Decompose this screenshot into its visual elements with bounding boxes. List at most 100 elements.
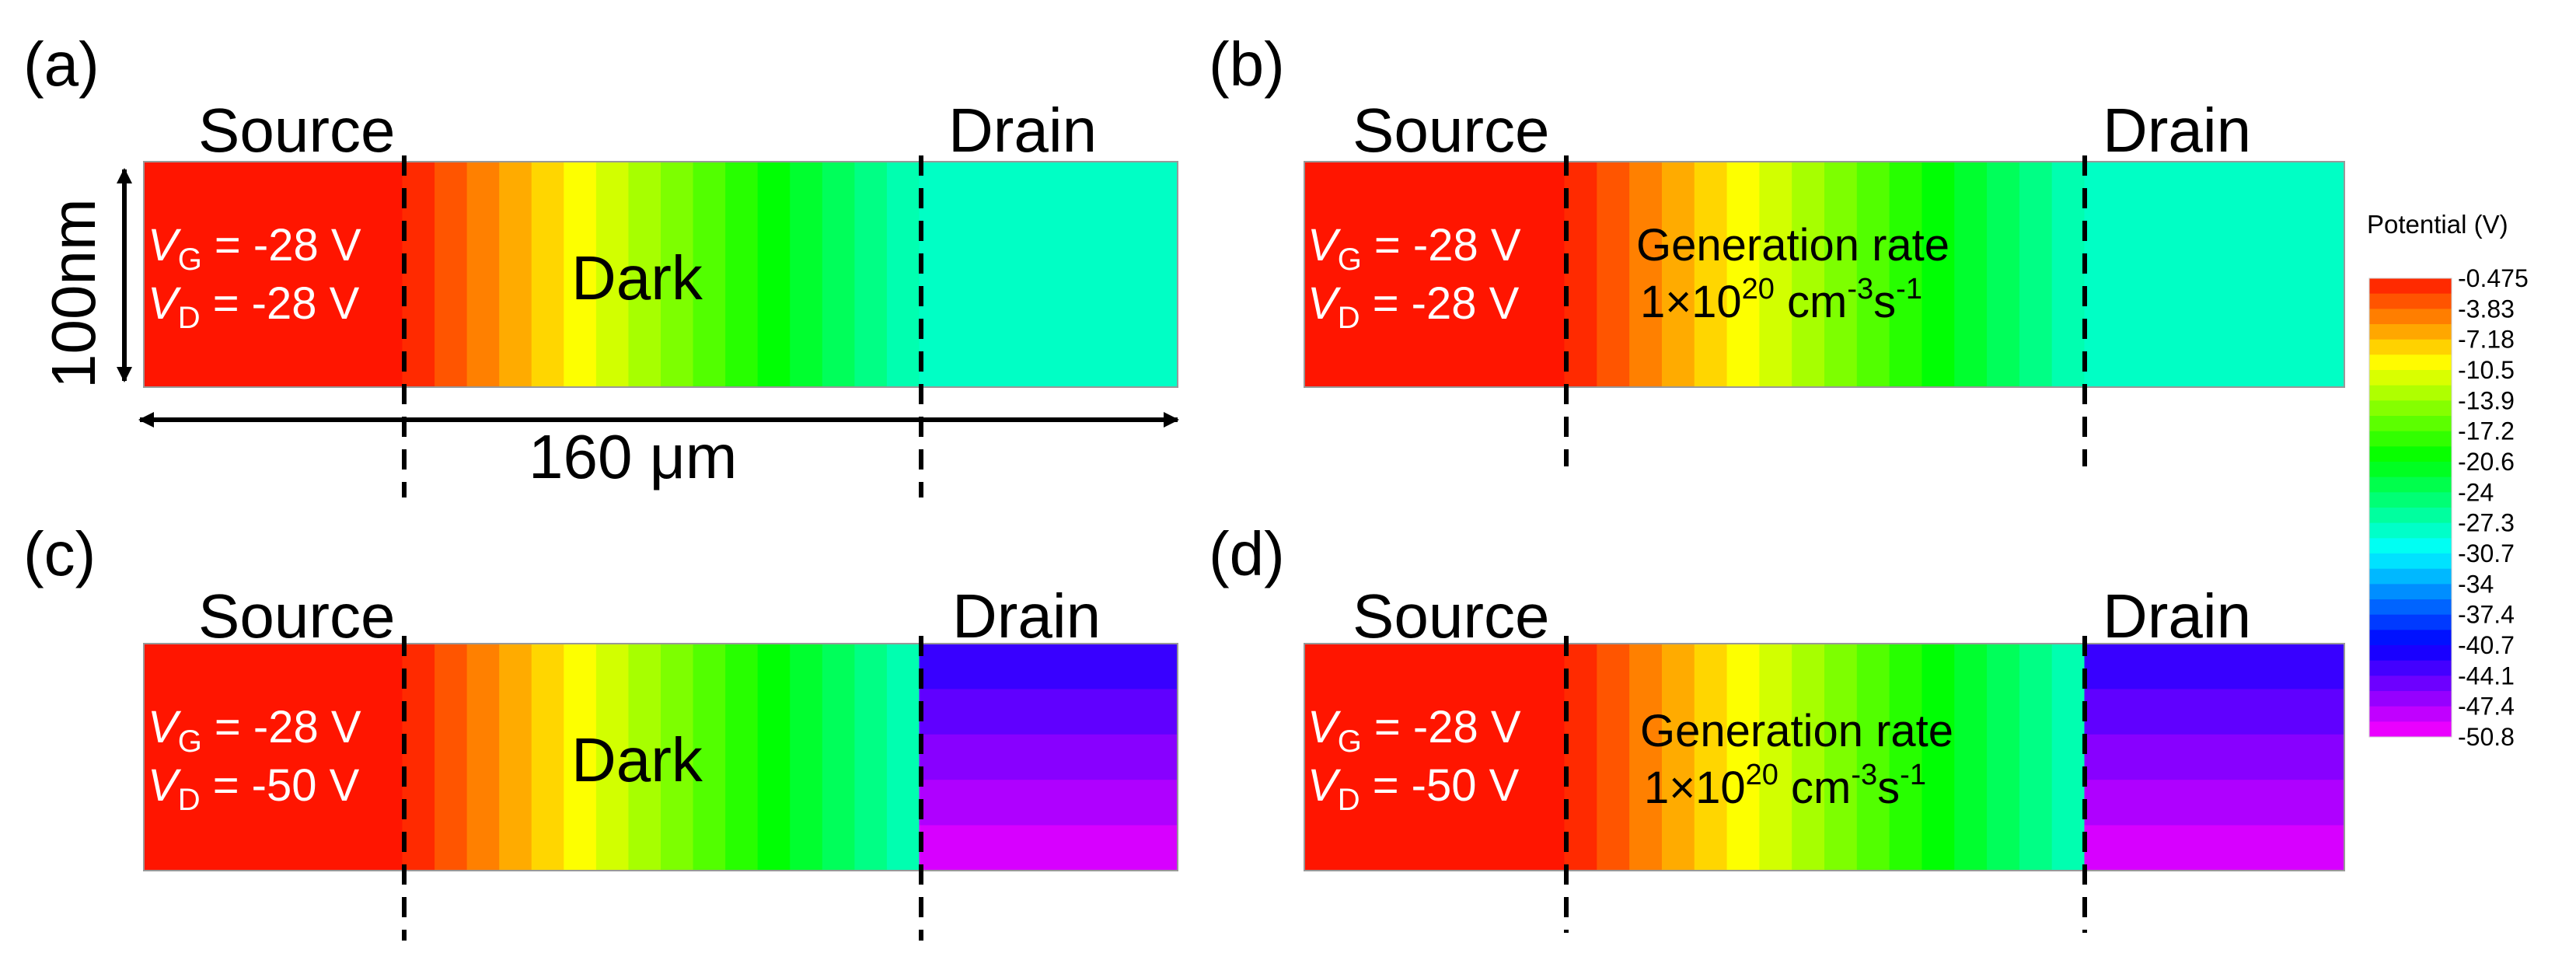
contour-band — [435, 162, 468, 387]
contour-band — [1987, 644, 2020, 871]
colorbar-swatch — [2369, 293, 2452, 309]
contour-band — [1629, 162, 1663, 387]
contour-band — [595, 162, 630, 387]
contour-band — [466, 644, 500, 871]
contour-band — [1661, 644, 1695, 871]
vd-label: VD = -28 V — [148, 278, 360, 335]
contour-band — [1922, 162, 1955, 387]
condition-label: Dark — [571, 725, 703, 794]
source-label: Source — [1353, 96, 1549, 165]
contour-band — [1954, 162, 1988, 387]
panel-label: (d) — [1209, 519, 1285, 588]
drain-label: Drain — [2103, 96, 2251, 165]
contour-band — [1564, 644, 1597, 871]
colorbar-border — [2368, 278, 2452, 738]
drain-band — [2084, 734, 2344, 780]
panel-c: (c) Source Drain VG = -28 V VD = -50 V D… — [23, 519, 1178, 941]
contour-band — [1661, 162, 1695, 387]
colorbar-tick-label: -3.83 — [2458, 295, 2515, 323]
colorbar-swatch — [2369, 584, 2452, 600]
vg-label: VG = -28 V — [148, 702, 361, 759]
contour-band — [1824, 162, 1858, 387]
colorbar: Potential (V) -0.475 -3.83 -7.18-10.5-13.9… — [2367, 210, 2529, 751]
contour-band — [402, 162, 435, 387]
contour-band — [661, 644, 694, 871]
colorbar-swatch — [2369, 645, 2452, 662]
vd-label: VD = -50 V — [1307, 760, 1520, 817]
colorbar-tick-label: -20.6 — [2458, 448, 2515, 476]
contour-band — [1792, 644, 1825, 871]
contour-band — [1726, 162, 1760, 387]
colorbar-tick-label: -47.4 — [2458, 693, 2515, 721]
colorbar-swatch — [2369, 553, 2452, 570]
panel-b: (b) Source Drain VG = -28 V VD = -28 V G… — [1209, 30, 2345, 466]
colorbar-tick-label: -13.9 — [2458, 386, 2515, 414]
colorbar-tick-label: -24 — [2458, 478, 2494, 506]
colorbar-swatch — [2369, 538, 2452, 554]
colorbar-tick-label: -30.7 — [2458, 539, 2515, 567]
colorbar-swatch — [2369, 446, 2452, 463]
drain-band — [2084, 780, 2344, 826]
height-label: 100nm — [39, 198, 108, 389]
drain-band — [919, 734, 1178, 780]
contour-band — [1889, 162, 1923, 387]
contour-band — [1694, 644, 1728, 871]
drain-band — [919, 689, 1178, 735]
vg-label: VG = -28 V — [1307, 220, 1521, 277]
colorbar-swatch — [2369, 324, 2452, 340]
contour-plot — [1304, 643, 2345, 871]
colorbar-swatch — [2369, 706, 2452, 722]
plot-border — [143, 643, 1178, 871]
colorbar-tick-label: -17.2 — [2458, 417, 2515, 445]
contour-band — [822, 162, 855, 387]
source-region — [1304, 162, 1565, 387]
colorbar-ticks: -0.475 -3.83 -7.18-10.5-13.9 -17.2 -20.6-24 -… — [2458, 264, 2529, 751]
panel-label: (c) — [23, 519, 96, 588]
contour-band — [1889, 644, 1923, 871]
source-label: Source — [1353, 581, 1549, 651]
contour-band — [402, 644, 435, 871]
source-region — [144, 162, 403, 387]
contour-band — [1856, 644, 1890, 871]
colorbar-tick-label: -10.5 — [2458, 356, 2515, 384]
vg-label: VG = -28 V — [1307, 702, 1521, 759]
colorbar-swatch — [2369, 339, 2452, 355]
colorbar-tick-label: -27.3 — [2458, 509, 2515, 537]
contour-band — [693, 162, 726, 387]
colorbar-swatch — [2369, 508, 2452, 524]
colorbar-swatch — [2369, 721, 2452, 738]
drain-label: Drain — [2103, 581, 2251, 651]
colorbar-tick-label: -7.18 — [2458, 326, 2515, 354]
contour-band — [725, 644, 759, 871]
colorbar-swatch — [2369, 691, 2452, 707]
colorbar-swatch — [2369, 462, 2452, 478]
contour-band — [693, 644, 726, 871]
colorbar-tick-label: -0.475 — [2458, 264, 2529, 292]
contour-plot — [1304, 161, 2345, 388]
contour-band — [564, 644, 597, 871]
drain-band — [2084, 689, 2344, 735]
drain-band — [919, 825, 1178, 871]
panel-label: (b) — [1209, 30, 1285, 99]
drain-band — [2084, 644, 2344, 689]
generation-rate-label: Generation rate — [1636, 220, 1949, 271]
contour-band — [628, 162, 661, 387]
contour-band — [1856, 162, 1890, 387]
colorbar-swatch — [2369, 660, 2452, 676]
drain-region — [919, 162, 1178, 387]
contour-band — [2019, 644, 2053, 871]
width-label: 160 μm — [529, 422, 737, 491]
generation-rate-value: 1×1020 cm-3s-1 — [1644, 759, 1926, 813]
contour-band — [628, 644, 661, 871]
colorbar-swatch — [2369, 522, 2452, 539]
contour-band — [1792, 162, 1825, 387]
contour-band — [790, 644, 823, 871]
contour-band — [1987, 162, 2020, 387]
condition-label: Dark — [571, 243, 703, 312]
colorbar-swatch — [2369, 630, 2452, 646]
colorbar-tick-label: -44.1 — [2458, 662, 2515, 689]
colorbar-swatch — [2369, 492, 2452, 508]
vd-label: VD = -28 V — [1307, 278, 1520, 335]
source-region — [1304, 644, 1565, 871]
